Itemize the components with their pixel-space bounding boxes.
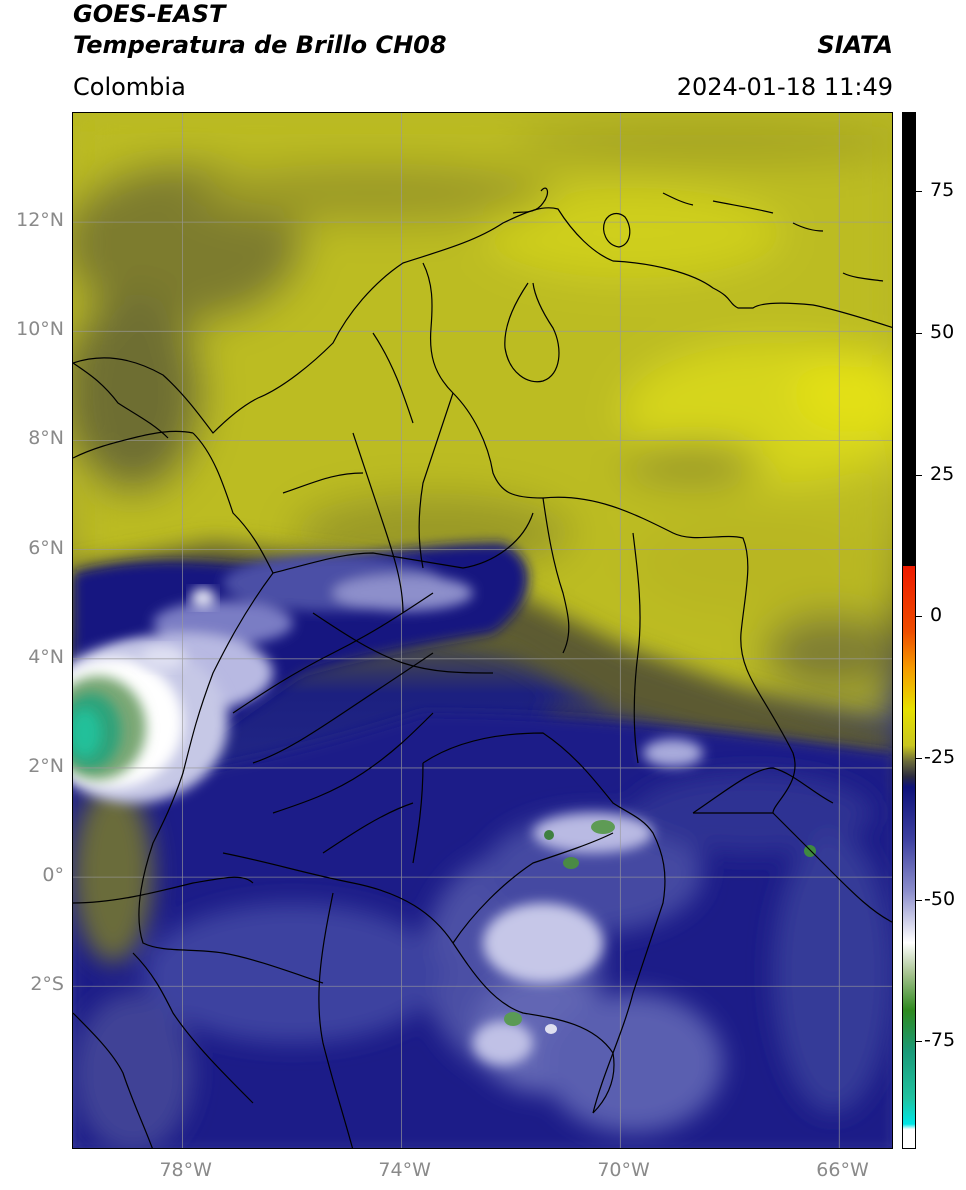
colorbar-tick-mark — [916, 1041, 922, 1043]
graticule — [73, 113, 892, 1148]
latitude-label: 4°N — [28, 645, 64, 668]
colorbar-tick-label: -50 — [924, 887, 956, 910]
colorbar-tick-mark — [916, 616, 922, 618]
colorbar-tick-mark — [916, 758, 922, 759]
latitude-label: 8°N — [28, 427, 64, 450]
colorbar-tick-label: 75 — [930, 179, 955, 202]
latitude-label: 2°N — [28, 754, 64, 777]
satellite-title: GOES-EAST — [73, 0, 226, 28]
colorbar-gradient — [903, 113, 915, 1148]
region-label: Colombia — [73, 73, 186, 101]
latitude-label: 10°N — [16, 318, 64, 341]
convective-core — [73, 588, 228, 803]
longitude-label: 74°W — [378, 1159, 431, 1181]
colorbar-tick-mark — [916, 191, 922, 193]
colorbar-tick-label: -75 — [924, 1029, 956, 1052]
org-label: SIATA — [817, 31, 893, 59]
borders — [73, 187, 892, 1148]
latitude-label: 12°N — [16, 209, 64, 232]
colorbar-tick-mark — [916, 899, 922, 901]
map-canvas — [73, 113, 892, 1148]
longitude-label: 66°W — [816, 1159, 869, 1181]
colorbar-tick-label: 0 — [930, 604, 943, 627]
colorbar — [902, 112, 916, 1149]
colorbar-tick-mark — [916, 333, 922, 334]
latitude-label: 0° — [42, 864, 64, 887]
colorbar-tick-label: -25 — [924, 746, 956, 768]
green-spots — [504, 820, 816, 1034]
colorbar-fill — [903, 113, 915, 1148]
satellite-map — [72, 112, 893, 1149]
longitude-label: 70°W — [597, 1159, 650, 1181]
product-title: Temperatura de Brillo CH08 — [73, 31, 447, 59]
longitude-label: 78°W — [159, 1159, 212, 1181]
colorbar-tick-label: 25 — [930, 462, 955, 485]
latitude-label: 2°S — [30, 973, 64, 996]
lavender-patches — [73, 773, 892, 1148]
colorbar-tick-label: 50 — [930, 321, 955, 343]
latitude-label: 6°N — [28, 536, 64, 559]
colorbar-tick-mark — [916, 474, 922, 476]
datetime-label: 2024-01-18 11:49 — [676, 73, 893, 101]
